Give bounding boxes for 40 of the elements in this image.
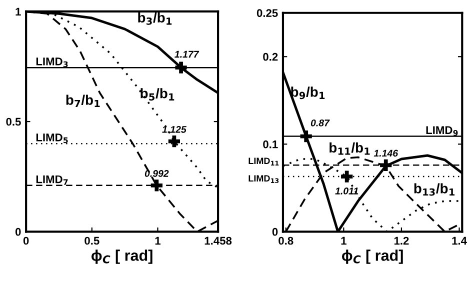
x-tick-label: 1.458 <box>204 236 232 245</box>
annotation: 1.125 <box>162 126 186 133</box>
y-tick-label: 0.2 <box>263 52 278 61</box>
y-tick-label: 1 <box>16 8 21 16</box>
ref-line-label: LIMD$_{11}$ <box>248 158 279 166</box>
annotation: 0.992 <box>144 170 169 177</box>
point <box>380 159 392 171</box>
series-label: b$_{11}$/b$_{1}$ <box>330 142 370 155</box>
ref-line-label: LIMD$_{13}$ <box>248 175 279 184</box>
series-label: b$_{5}$/b$_{1}$ <box>140 88 174 101</box>
y-tick-label: 0 <box>15 228 21 236</box>
point <box>168 136 180 148</box>
annotation: 1.011 <box>335 188 358 194</box>
point <box>300 130 312 142</box>
x-tick-label: 1 <box>155 236 161 245</box>
x-tick-label: 0.8 <box>278 236 294 245</box>
series-label: b$_{13}$/b$_{1}$ <box>414 183 455 196</box>
y-tick-label: 0.5 <box>6 118 21 126</box>
point <box>341 170 353 182</box>
x-axis-title: ϕ$_{C}$ [ rad] <box>91 250 152 264</box>
x-tick-label: 0.5 <box>84 236 100 245</box>
ref-line-label: LIMD$_{7}$ <box>36 175 68 185</box>
point <box>150 180 162 192</box>
ref-line-label: LIMD$_{9}$ <box>426 126 458 136</box>
x-tick-label: 0 <box>23 236 29 245</box>
series-label: b$_{7}$/b$_{1}$ <box>66 94 100 108</box>
x-axis-title: ϕ$_{C}$ [ rad] <box>342 250 403 264</box>
annotation: 1.146 <box>374 150 398 157</box>
x-tick-label: 1.2 <box>394 236 409 245</box>
y-tick-label: 0.1 <box>263 140 278 148</box>
series-label: b$_{3}$/b$_{1}$ <box>138 12 172 25</box>
annotation: 0.87 <box>310 119 330 126</box>
point <box>175 62 187 74</box>
x-tick-label: 1.4 <box>452 236 467 245</box>
ref-line-label: LIMD$_{5}$ <box>36 134 68 144</box>
ref-line-label: LIMD$_{3}$ <box>36 58 68 68</box>
annotation: 1.177 <box>174 50 200 58</box>
y-tick-label: 0 <box>272 228 278 236</box>
y-tick-label: 0.25 <box>256 9 278 18</box>
x-tick-label: 1 <box>341 236 346 245</box>
